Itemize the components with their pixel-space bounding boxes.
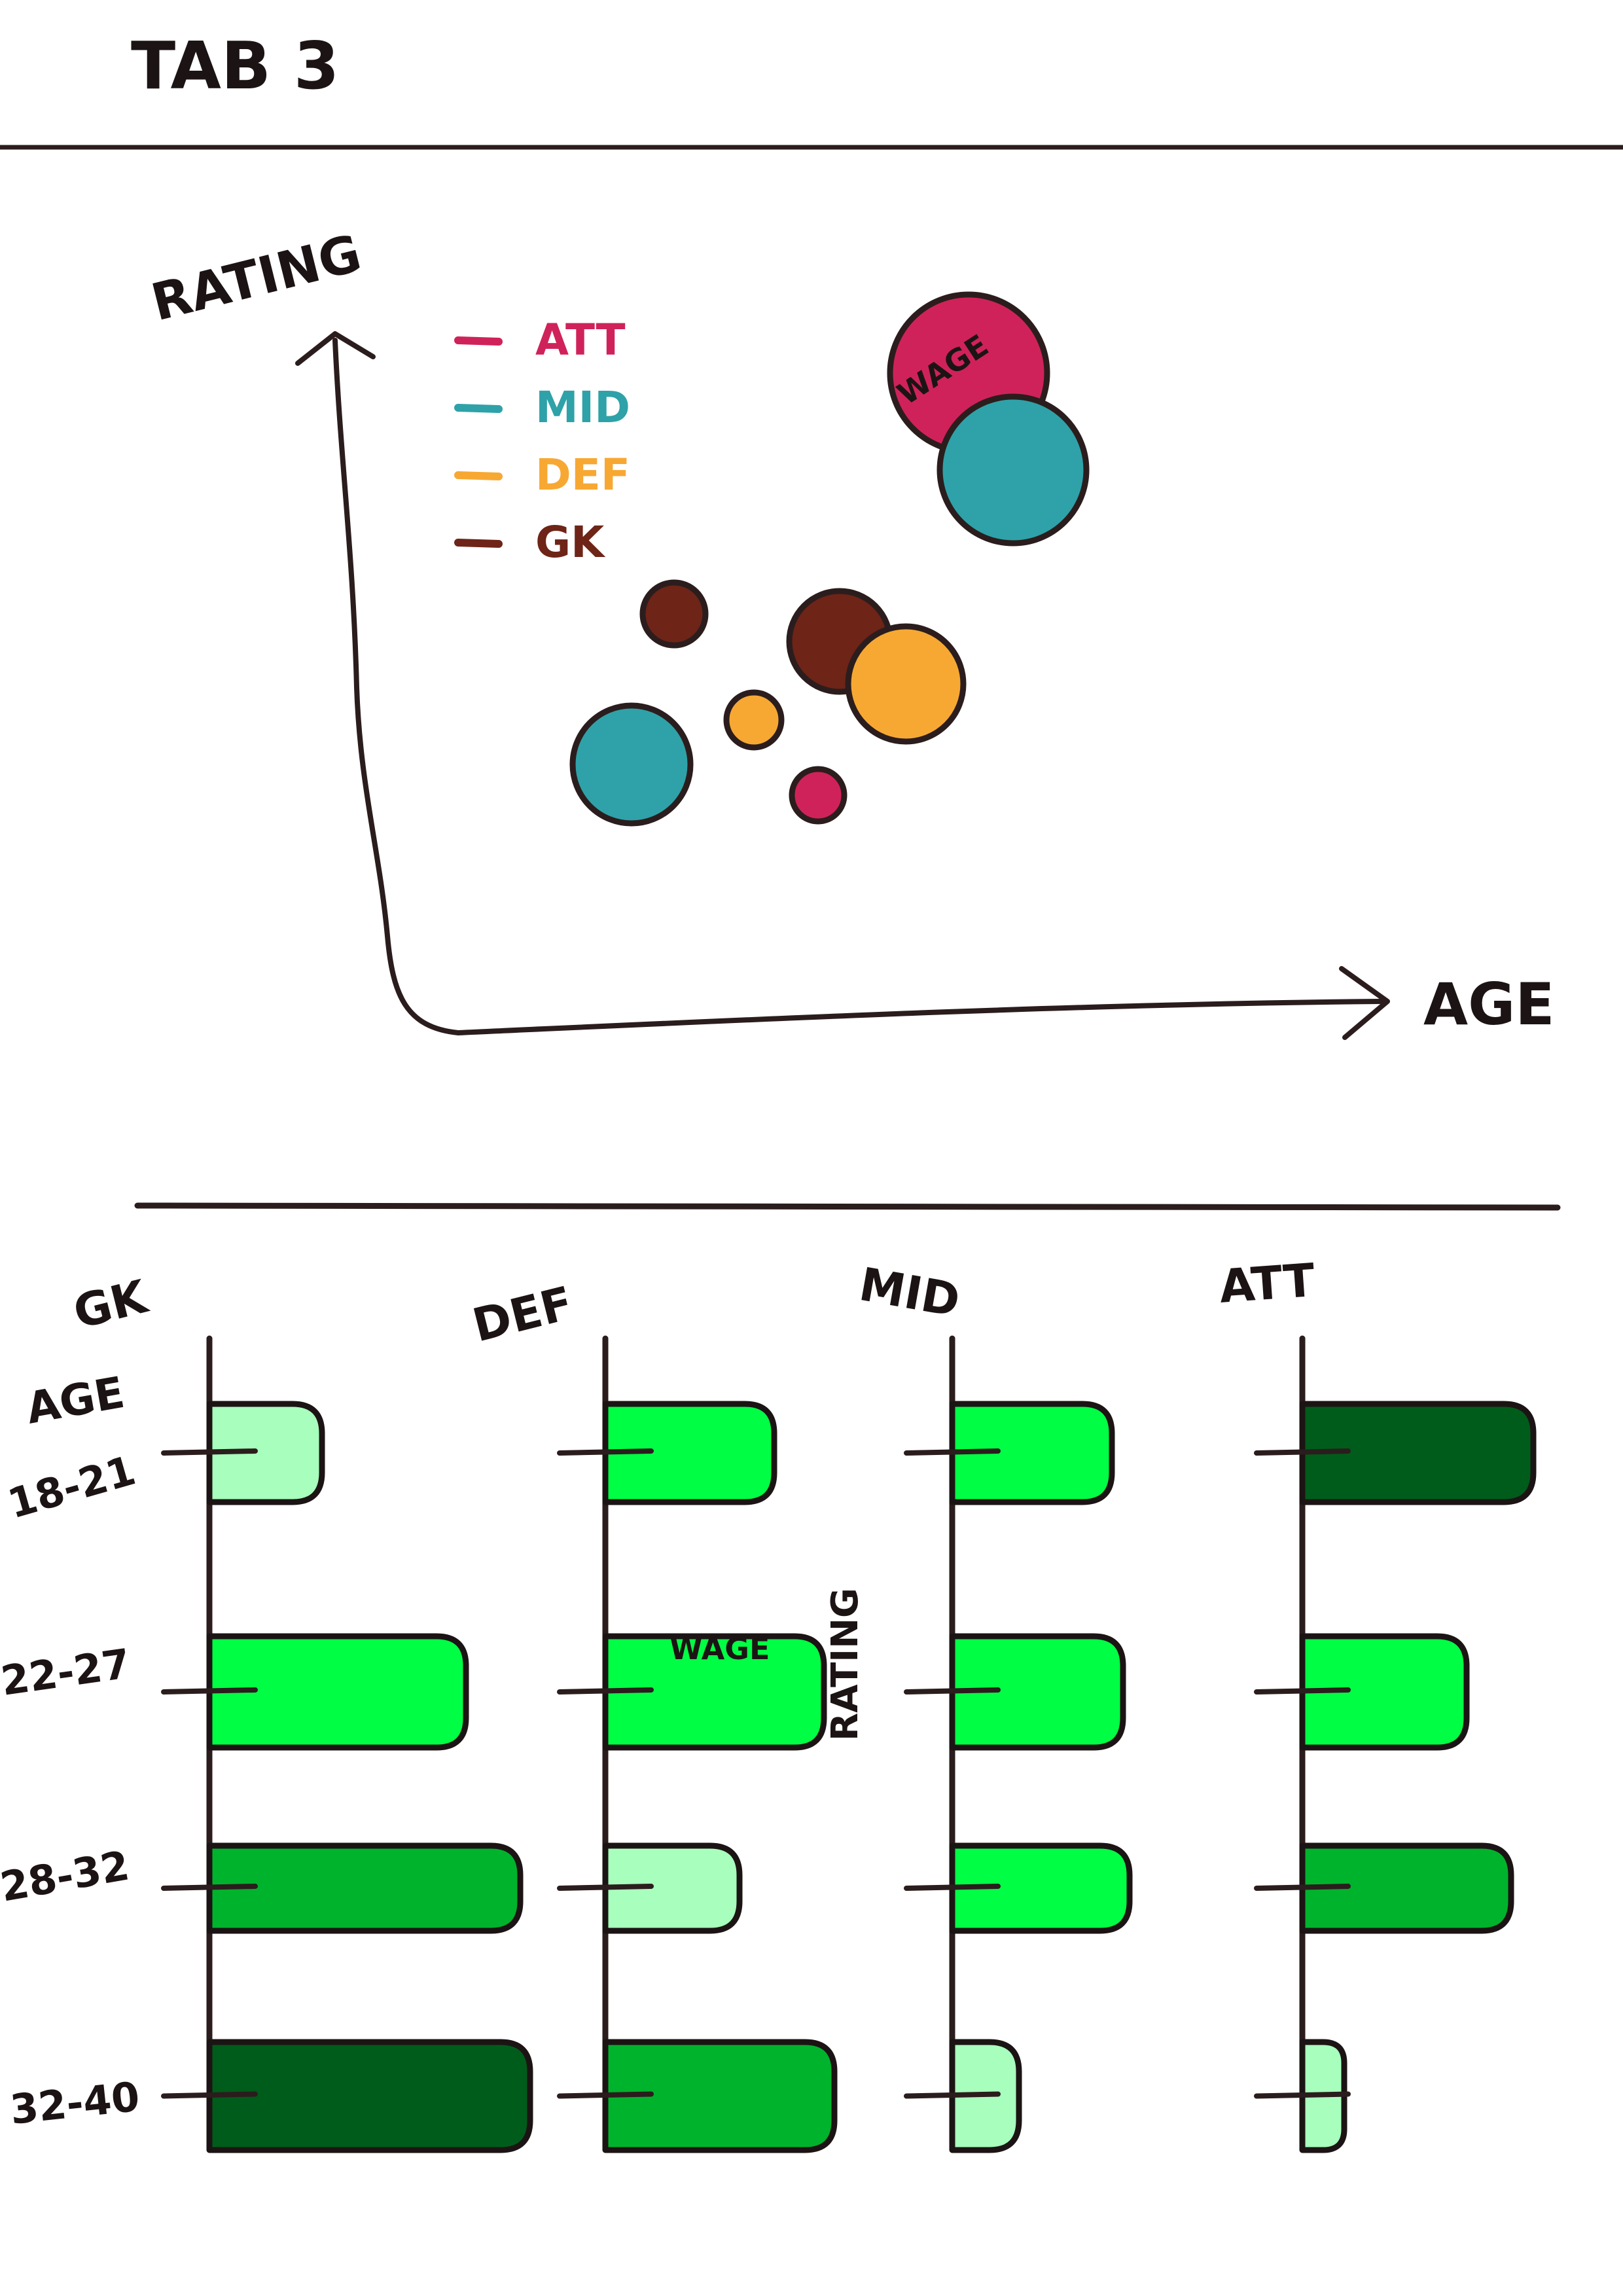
rating-label: RATING [824, 1588, 866, 1741]
bar [206, 1401, 325, 1505]
y-axis-label: RATING [146, 224, 367, 332]
bar [602, 2039, 838, 2153]
bubble-att [789, 766, 847, 825]
bar-tick [557, 1448, 654, 1456]
bar-panels: AGE RATING GK DEF MID ATT 18-21 22-27 28-32 32… [0, 1253, 1537, 2153]
axes-line [332, 338, 1383, 1036]
bar-tick [1254, 1448, 1351, 1456]
bar-tick [904, 2091, 1001, 2099]
bar [1299, 1842, 1514, 1934]
panel-att: ATT [1217, 1253, 1537, 2153]
bar-size-label: WAGE [669, 1631, 770, 1666]
section-divider [134, 1202, 1561, 1211]
bubbles: WAGE [569, 291, 1090, 827]
bar-tick [161, 1687, 258, 1695]
bubble-def [723, 689, 785, 751]
bar [949, 1401, 1115, 1505]
panel-gk: GK [68, 1269, 533, 2153]
bar-tick [904, 1687, 1001, 1695]
x-axis-label: AGE [1423, 971, 1554, 1038]
position-header: DEF [467, 1276, 578, 1353]
bubble-def [845, 623, 967, 745]
bar [949, 1633, 1126, 1751]
legend-swatch [454, 539, 503, 548]
bar [602, 1401, 777, 1505]
bar [949, 1842, 1133, 1934]
legend-swatch [454, 336, 503, 346]
legend-label: GK [535, 517, 606, 567]
legend: ATT MID DEF GK [454, 315, 630, 567]
position-panels: GK DEF MID ATT [68, 1253, 1537, 2153]
bar-tick [904, 1884, 1001, 1891]
age-group-label: 22-27 [0, 1640, 133, 1705]
bubble-mid [569, 702, 694, 827]
legend-label: MID [535, 382, 630, 433]
bubble-chart: RATING AGE ATT MID DEF GK WAGE [146, 224, 1554, 1040]
age-group-labels: 18-21 22-27 28-32 32-40 [0, 1446, 142, 2134]
y-axis-arrow-icon [295, 331, 376, 366]
bar-tick [557, 1687, 654, 1695]
bar-tick [161, 1448, 258, 1456]
age-label: AGE [22, 1367, 128, 1434]
bar-tick [161, 2091, 258, 2099]
bar [206, 1633, 469, 1751]
legend-label: DEF [535, 450, 630, 500]
page-title: TAB 3 [131, 27, 339, 104]
bar-tick [557, 1884, 654, 1891]
position-header: MID [855, 1257, 964, 1327]
bar [602, 1633, 827, 1751]
panel-def: DEF [467, 1276, 838, 2153]
bar-tick [557, 2091, 654, 2099]
bar-tick [1254, 2091, 1351, 2099]
bar [1299, 1633, 1470, 1751]
panel-mid: MID [855, 1257, 1133, 2153]
bar-tick [161, 1884, 258, 1891]
bar [206, 2039, 533, 2153]
age-group-label: 28-32 [0, 1841, 133, 1910]
age-group-label: 32-40 [8, 2073, 142, 2134]
legend-swatch [454, 471, 503, 480]
bubble-mid [936, 393, 1090, 547]
bar [206, 1842, 524, 1934]
bar-tick [904, 1448, 1001, 1456]
legend-swatch [454, 404, 503, 413]
age-group-label: 18-21 [3, 1446, 141, 1528]
position-header: GK [68, 1269, 154, 1339]
bar-tick [1254, 1884, 1351, 1891]
x-axis-arrow-icon [1339, 966, 1390, 1040]
bubble-gk [639, 579, 709, 649]
bar-tick [1254, 1687, 1351, 1695]
legend-label: ATT [535, 315, 626, 365]
bar [602, 1842, 743, 1934]
position-header: ATT [1217, 1253, 1316, 1314]
bar [1299, 1401, 1537, 1505]
